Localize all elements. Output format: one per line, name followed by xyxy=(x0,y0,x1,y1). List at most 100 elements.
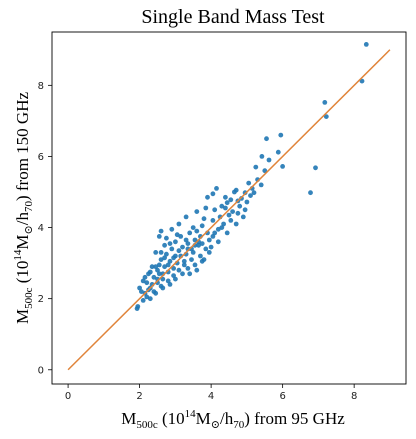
data-point xyxy=(181,258,187,264)
data-point xyxy=(280,164,285,169)
data-point xyxy=(156,234,162,239)
data-point xyxy=(164,251,169,257)
x-tick-label: 2 xyxy=(136,391,142,402)
data-point xyxy=(189,257,194,262)
data-point xyxy=(237,203,243,209)
x-axis-ticks: 0 2 4 6 8 xyxy=(65,384,357,402)
y-tick-label: 4 xyxy=(38,223,44,234)
plot-frame xyxy=(51,31,407,385)
data-point xyxy=(171,273,177,278)
data-point xyxy=(156,271,162,277)
data-point xyxy=(198,253,203,259)
x-tick-label: 6 xyxy=(279,391,285,402)
y-tick-label: 6 xyxy=(38,152,44,163)
data-point xyxy=(196,242,202,248)
data-point xyxy=(165,278,171,284)
data-point xyxy=(162,255,168,261)
data-point xyxy=(201,257,207,262)
data-point xyxy=(192,237,198,243)
data-point xyxy=(171,266,177,271)
data-point xyxy=(308,190,313,196)
data-point xyxy=(160,276,166,282)
data-point xyxy=(137,285,143,291)
data-point xyxy=(201,216,207,222)
data-point xyxy=(194,267,200,273)
data-point xyxy=(230,209,236,215)
y-axis-label: M500c (1014M⊙/h70) from 150 GHz xyxy=(12,92,35,325)
data-point xyxy=(190,225,196,231)
data-point xyxy=(187,230,193,236)
y-tick-label: 0 xyxy=(38,365,44,376)
data-point xyxy=(228,218,234,223)
data-point xyxy=(169,226,175,232)
x-tick-label: 4 xyxy=(208,391,214,402)
data-point xyxy=(221,221,227,227)
data-point xyxy=(194,228,200,234)
data-point xyxy=(251,190,257,196)
x-tick-label: 8 xyxy=(351,391,357,402)
data-point xyxy=(214,186,219,191)
data-point xyxy=(147,296,153,302)
data-point xyxy=(158,250,164,255)
data-point xyxy=(180,271,185,277)
data-point xyxy=(149,264,155,270)
data-point xyxy=(246,180,252,186)
data-point xyxy=(151,274,157,280)
data-point xyxy=(313,165,318,171)
data-point xyxy=(228,197,234,203)
x-tick-label: 0 xyxy=(65,391,71,402)
data-point xyxy=(171,255,177,261)
data-point xyxy=(212,230,218,236)
data-point xyxy=(210,218,216,223)
data-point xyxy=(162,264,168,270)
data-points xyxy=(134,42,369,311)
data-point xyxy=(153,290,159,296)
data-point xyxy=(185,266,191,271)
data-point xyxy=(242,190,248,196)
data-point xyxy=(206,250,212,255)
data-point xyxy=(192,262,198,268)
data-point xyxy=(219,225,225,231)
x-axis-label: M500c (1014M⊙/h70) from 95 GHz xyxy=(121,408,345,431)
chart-title: Single Band Mass Test xyxy=(141,6,325,28)
data-point xyxy=(205,194,210,200)
data-point xyxy=(266,157,272,163)
data-point xyxy=(156,262,162,268)
data-point xyxy=(235,210,241,216)
data-point xyxy=(162,242,168,248)
data-point xyxy=(164,235,169,241)
data-point xyxy=(242,207,248,213)
data-point xyxy=(169,246,175,252)
data-point xyxy=(140,298,146,303)
data-point xyxy=(278,132,284,138)
data-point xyxy=(223,205,228,211)
y-tick-label: 2 xyxy=(38,294,44,305)
data-point xyxy=(203,246,209,252)
data-point xyxy=(147,269,153,275)
data-point xyxy=(174,232,180,238)
data-point xyxy=(176,267,182,273)
data-point xyxy=(206,237,212,243)
data-point xyxy=(223,194,228,200)
data-point xyxy=(244,199,250,205)
data-point xyxy=(134,306,140,311)
data-point xyxy=(248,193,253,199)
data-point xyxy=(264,136,269,142)
y-tick-label: 8 xyxy=(38,81,44,92)
data-point xyxy=(183,214,189,220)
data-point xyxy=(167,241,173,247)
data-point xyxy=(199,223,205,229)
data-point xyxy=(259,154,265,159)
data-point xyxy=(240,214,246,220)
data-point xyxy=(194,209,200,215)
data-point xyxy=(176,248,182,254)
data-point xyxy=(219,203,225,209)
data-point xyxy=(158,228,164,234)
data-point xyxy=(199,241,205,247)
data-point xyxy=(323,114,329,119)
data-point xyxy=(185,241,191,247)
data-point xyxy=(210,191,216,197)
data-point xyxy=(224,230,230,236)
data-point xyxy=(140,278,146,284)
